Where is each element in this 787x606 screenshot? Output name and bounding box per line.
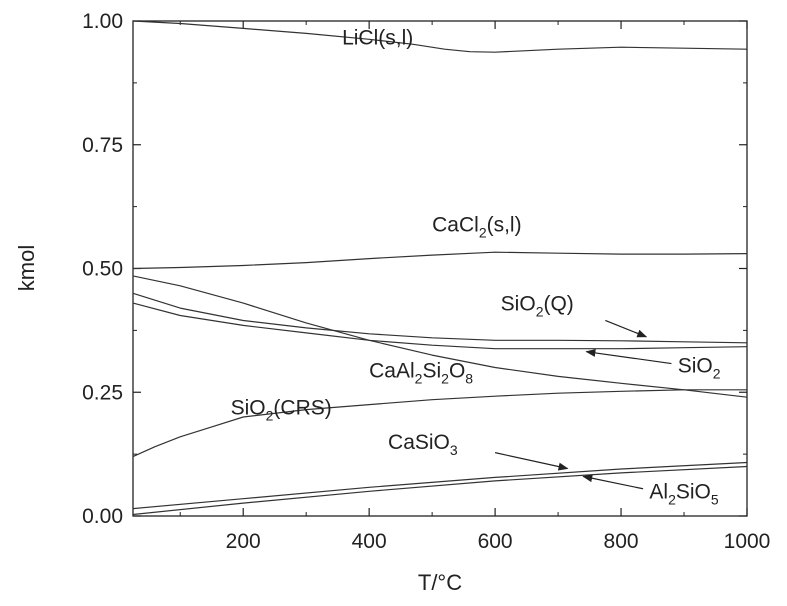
series-line-licl-s-l (132, 20, 748, 53)
series-label-cacl2-s-l: CaCl2(s,l) (432, 213, 521, 240)
x-tick-label: 400 (352, 530, 387, 553)
x-tick-label: 600 (478, 530, 513, 553)
arrow-sio2 (585, 348, 672, 365)
y-axis: 0.00 0.25 0.50 0.75 1.00 (82, 10, 747, 528)
series-line-caal2si2o8 (132, 275, 748, 398)
series-line-casio3 (132, 461, 748, 510)
annotation-layer: LiCl(s,l) CaCl2(s,l) SiO2(Q) SiO2 CaAl2Si2O8… (231, 26, 721, 507)
series-line-al2sio5 (132, 465, 748, 516)
series-label-caal2si2o8: CaAl2Si2O8 (369, 359, 473, 386)
series-line-cacl2-s-l (132, 251, 748, 270)
series-label-sio2: SiO2 (678, 354, 721, 381)
x-tick-label: 1000 (724, 530, 771, 553)
series-label-sio2-q: SiO2(Q) (501, 293, 574, 320)
series-label-al2sio5: Al2SiO5 (649, 481, 719, 508)
series-label-sio2-crs: SiO2(CRS) (231, 397, 332, 424)
y-tick-label: 0.50 (82, 258, 123, 281)
y-tick-label: 0.00 (82, 505, 123, 528)
y-tick-label: 0.25 (82, 381, 123, 404)
x-tick-label: 200 (226, 530, 261, 553)
arrow-casio3 (494, 452, 569, 471)
y-axis-title: kmol (14, 245, 39, 291)
series-label-licl-s-l: LiCl(s,l) (342, 26, 413, 49)
series-layer (132, 20, 748, 516)
arrow-sio2-q (605, 319, 648, 338)
y-tick-label: 0.75 (82, 134, 123, 157)
y-tick-label: 1.00 (82, 10, 123, 33)
x-tick-label: 800 (604, 530, 639, 553)
x-axis: 200 400 600 800 1000 (179, 21, 771, 553)
series-line-sio2-crs (132, 389, 747, 458)
x-axis-title: T/°C (418, 570, 462, 595)
arrow-al2sio5 (582, 474, 644, 490)
series-line-sio2-q (132, 292, 748, 344)
series-line-sio2 (132, 302, 748, 350)
series-label-casio3: CaSiO3 (388, 431, 458, 458)
